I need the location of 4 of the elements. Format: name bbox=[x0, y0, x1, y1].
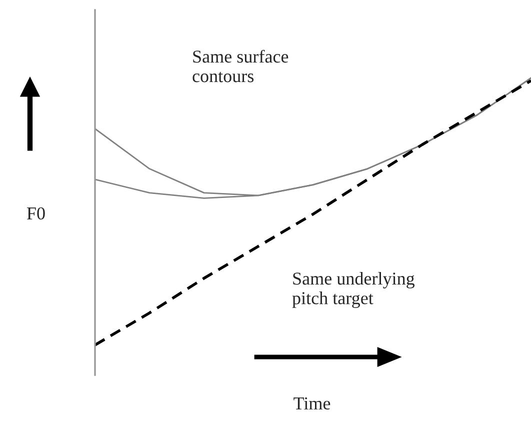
annotation: Same surface contours bbox=[192, 50, 288, 82]
x-axis-title: Time bbox=[294, 397, 330, 410]
y-axis-title: F0 bbox=[26, 207, 45, 220]
annotation: Same underlying pitch target bbox=[292, 272, 415, 308]
